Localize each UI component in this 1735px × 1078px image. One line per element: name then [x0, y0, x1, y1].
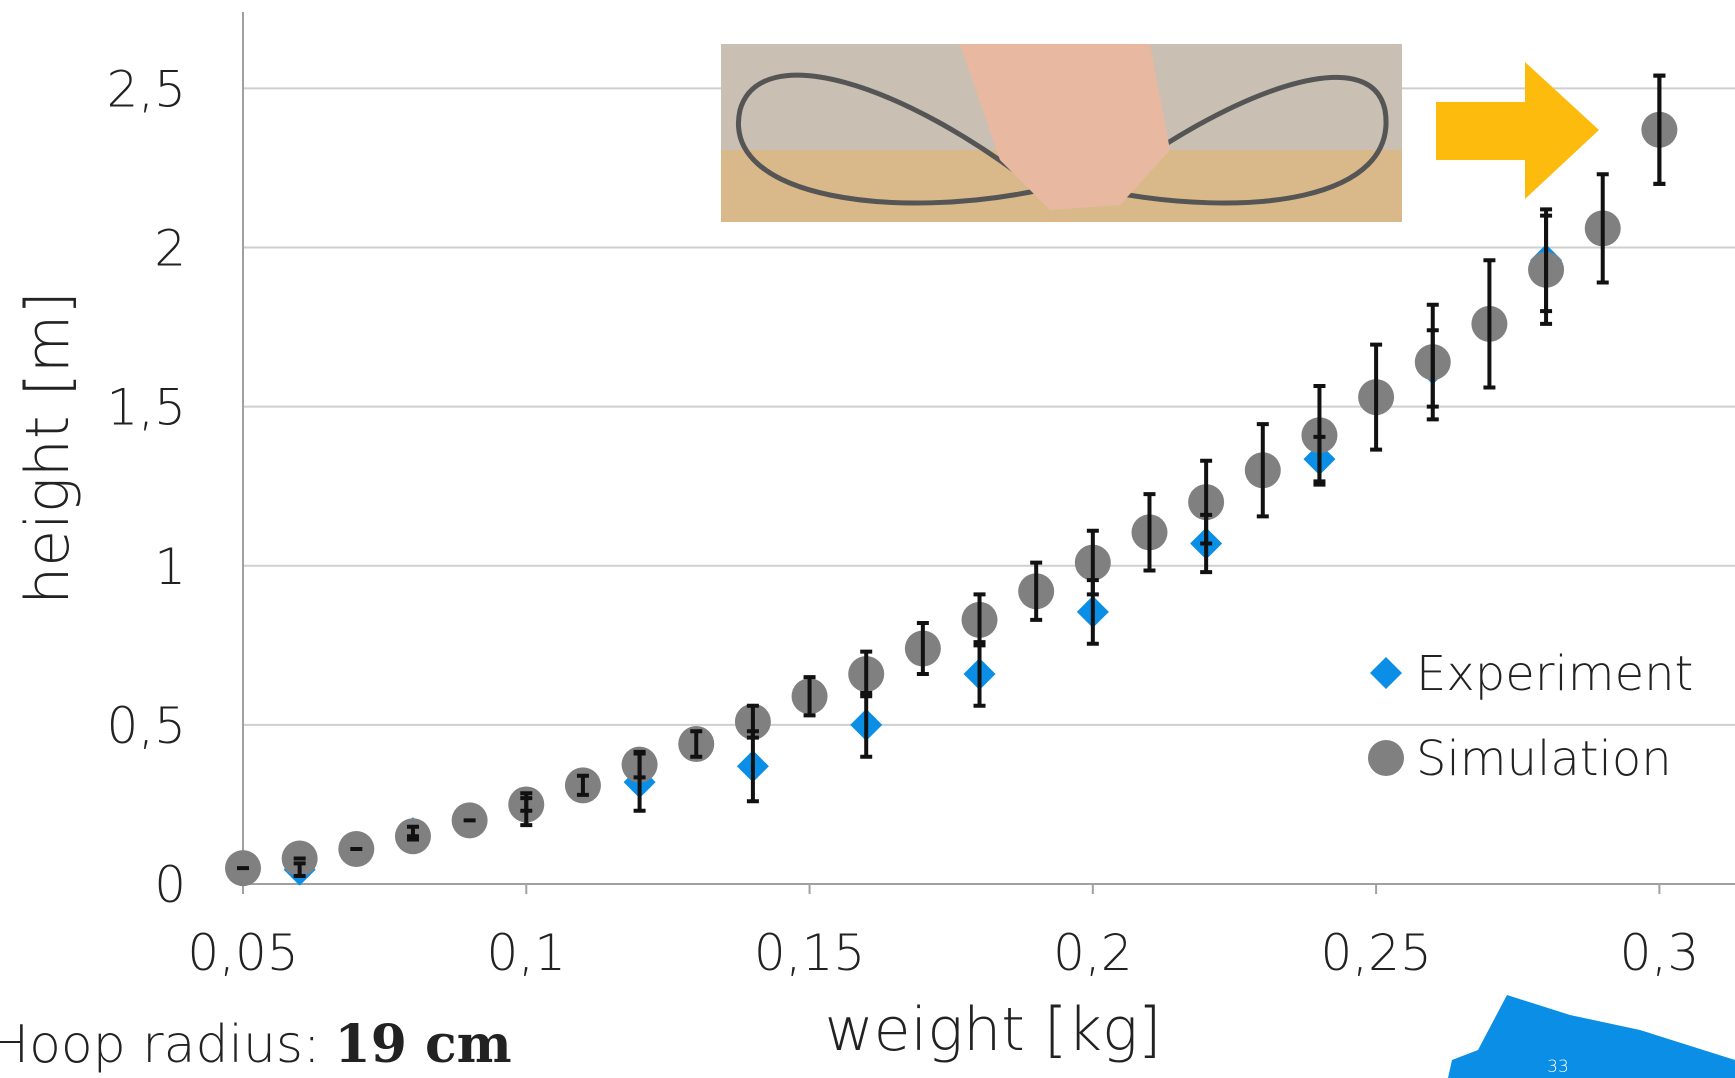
logo-shape: [1448, 995, 1735, 1078]
note-value: 19 cm: [335, 1014, 512, 1075]
x-axis-title: weight [kg]: [825, 995, 1162, 1065]
y-tick-label: 0,5: [106, 697, 186, 755]
legend-label: Simulation: [1416, 731, 1672, 787]
slide: 0 0,5 1 1,5 2 2,5 0,05 0,1 0,15 0,2 0,25 0,3 weight …: [0, 0, 1735, 1078]
y-tick-label: 2,5: [106, 60, 186, 118]
y-tick-label: 2: [154, 220, 186, 278]
x-tick-label: 0,2: [1053, 924, 1133, 982]
legend-label: Experiment: [1416, 646, 1693, 702]
x-tick-label: 0,05: [187, 924, 298, 982]
x-tick-label: 0,1: [487, 924, 567, 982]
x-tick-label: 0,3: [1620, 924, 1700, 982]
note-label: Hoop radius:: [0, 1015, 321, 1075]
page-number: 33: [1547, 1057, 1569, 1077]
arrow: [1436, 62, 1599, 199]
legend-marker: [1370, 657, 1402, 689]
legend-marker: [1368, 740, 1404, 776]
x-tick-label: 0,25: [1320, 924, 1431, 982]
note: Hoop radius:19 cm: [0, 1014, 512, 1075]
y-axis-title: height [m]: [13, 291, 83, 605]
x-tick-label: 0,15: [754, 924, 865, 982]
y-tick-label: 1,5: [106, 379, 186, 437]
y-tick-label: 1: [154, 538, 186, 596]
y-tick-label: 0: [154, 856, 186, 914]
